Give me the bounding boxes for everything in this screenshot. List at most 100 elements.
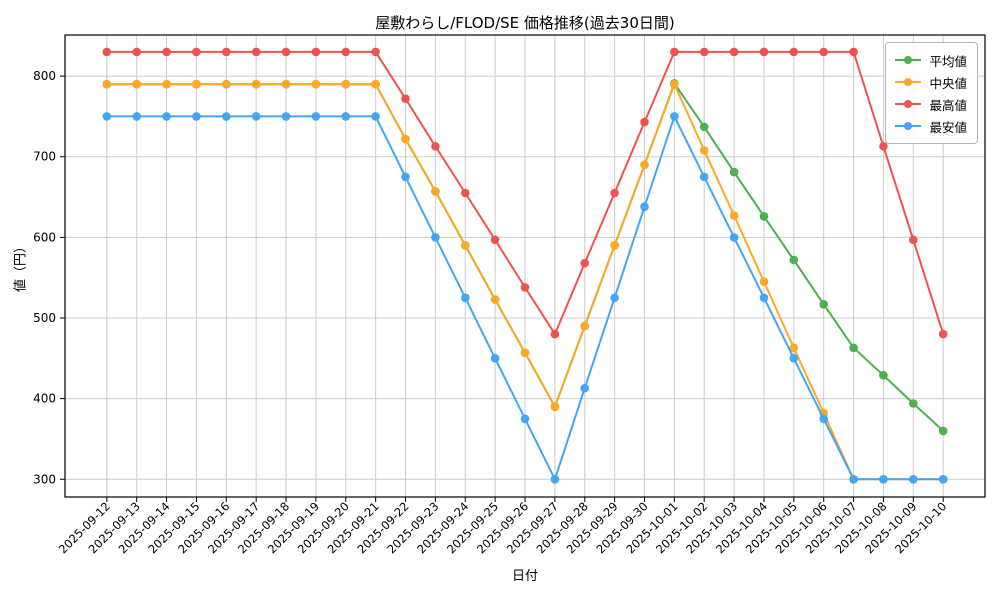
series-marker-1	[132, 79, 141, 89]
series-marker-3	[640, 202, 649, 211]
series-marker-2	[431, 142, 440, 151]
series-marker-3	[192, 112, 201, 121]
legend-label-max: 最高値	[929, 97, 967, 113]
series-marker-1	[162, 79, 171, 89]
series-marker-1	[401, 134, 410, 144]
legend-item-min: 最安値	[894, 115, 967, 137]
series-marker-2	[461, 188, 470, 198]
legend-marker-max-icon	[895, 100, 922, 108]
series-marker-3	[102, 112, 112, 121]
series-marker-1	[580, 321, 589, 331]
series-marker-3	[938, 475, 948, 484]
series-marker-3	[550, 475, 560, 484]
series-marker-3	[461, 293, 470, 303]
legend-item-max: 最高値	[894, 93, 967, 115]
series-marker-3	[311, 112, 321, 121]
series-marker-2	[670, 47, 679, 57]
series-marker-3	[610, 293, 619, 303]
series-marker-0	[729, 167, 739, 177]
series-marker-3	[879, 475, 888, 484]
series-marker-3	[699, 172, 709, 182]
series-marker-3	[849, 475, 858, 484]
series-marker-2	[759, 47, 769, 57]
series-marker-3	[490, 354, 500, 363]
series-marker-2	[371, 47, 380, 57]
series-marker-2	[819, 47, 828, 57]
series-marker-2	[789, 47, 799, 57]
x-axis-label: 日付	[511, 569, 538, 584]
series-marker-2	[162, 47, 171, 57]
series-marker-3	[909, 475, 918, 484]
series-marker-3	[729, 233, 739, 242]
series-marker-1	[192, 79, 201, 89]
series-marker-1	[490, 295, 500, 304]
series-marker-2	[311, 47, 321, 57]
series-marker-0	[879, 371, 888, 380]
y-tick-label: 300	[33, 472, 56, 486]
series-marker-2	[849, 47, 858, 57]
series-marker-2	[580, 258, 589, 268]
series-marker-2	[281, 47, 291, 57]
legend-label-min: 最安値	[929, 119, 967, 135]
legend-item-average: 平均値	[894, 49, 967, 71]
series-marker-3	[520, 414, 530, 424]
series-marker-3	[401, 172, 410, 182]
series-marker-3	[431, 233, 440, 242]
series-marker-1	[281, 79, 291, 89]
series-marker-0	[699, 122, 709, 132]
series-marker-2	[341, 47, 351, 57]
series-marker-2	[909, 235, 918, 245]
series-marker-3	[341, 112, 351, 121]
series-marker-3	[819, 414, 828, 424]
series-marker-1	[640, 160, 649, 170]
series-marker-1	[759, 277, 769, 287]
series-marker-1	[610, 241, 619, 250]
series-marker-3	[132, 112, 141, 121]
legend-item-median: 中央値	[894, 71, 967, 93]
series-marker-2	[401, 94, 410, 103]
series-marker-3	[281, 112, 291, 121]
y-tick-label: 700	[33, 150, 56, 164]
series-marker-1	[222, 79, 231, 89]
series-marker-1	[789, 343, 799, 353]
series-marker-1	[251, 79, 261, 89]
series-marker-1	[461, 241, 470, 250]
series-marker-3	[789, 354, 799, 363]
series-marker-2	[640, 117, 649, 127]
legend-label-average: 平均値	[929, 53, 967, 69]
series-marker-3	[759, 293, 769, 303]
y-tick-label: 400	[33, 392, 56, 406]
series-marker-2	[490, 235, 500, 245]
series-marker-1	[102, 79, 112, 89]
series-marker-1	[550, 402, 560, 412]
legend-marker-min-icon	[895, 122, 922, 130]
y-tick-label: 600	[33, 230, 56, 244]
series-marker-2	[729, 47, 739, 57]
series-marker-2	[938, 329, 948, 339]
series-marker-0	[849, 343, 858, 353]
series-marker-1	[431, 187, 440, 196]
series-marker-2	[222, 47, 231, 57]
series-marker-2	[520, 283, 530, 292]
series-marker-1	[520, 348, 530, 358]
y-tick-label: 500	[33, 311, 56, 325]
series-marker-3	[222, 112, 231, 121]
series-marker-1	[371, 79, 380, 89]
series-marker-1	[311, 79, 321, 89]
series-marker-0	[819, 300, 828, 309]
series-marker-1	[670, 79, 679, 89]
series-marker-0	[938, 426, 948, 436]
series-marker-3	[162, 112, 171, 121]
series-marker-2	[879, 142, 888, 151]
series-marker-2	[102, 47, 112, 57]
series-marker-2	[251, 47, 261, 57]
legend: 平均値 中央値 最高値 最安値	[885, 42, 978, 144]
chart-title: 屋敷わらし/FLOD/SE 価格推移(過去30日間)	[375, 14, 675, 32]
series-marker-0	[789, 255, 799, 265]
series-marker-0	[759, 212, 769, 221]
series-marker-2	[610, 188, 619, 198]
legend-marker-average-icon	[895, 56, 922, 64]
series-marker-1	[341, 79, 351, 89]
